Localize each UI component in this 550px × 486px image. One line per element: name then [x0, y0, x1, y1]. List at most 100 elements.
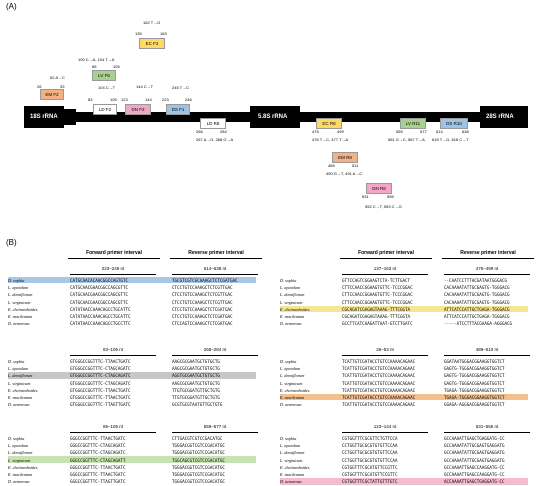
reverse-sequence: GAGTG-TGGGACGGAAGGTGGTCT: [444, 366, 505, 372]
reverse-sequence: GCGTGCGTAATGTTGCTGTG: [172, 402, 223, 408]
forward-sequence: CGTGGTTTCGCTATTGTTTGTC: [342, 479, 398, 485]
primer-ds-f1-mut: 245 T→C: [172, 85, 190, 90]
reverse-sequence: TGGGACGGTCGTCCGACATGC: [172, 450, 225, 456]
right-fwd-header: Forward primer interval: [358, 250, 414, 256]
reverse-sequence: CTCCAGTCCAAAGCTCTCGATGAC: [172, 321, 233, 327]
right-rev-header: Reverse primer interval: [460, 250, 516, 256]
forward-sequence: GTGGGCCGGTTTC-CTAGCAGATC: [70, 380, 131, 386]
forward-sequence: CGTGGTTTCGCGTTCTGTTCCA: [342, 436, 398, 441]
left-fwd-header-line: [68, 258, 160, 259]
primer-dn-f2-start: 123: [121, 97, 128, 102]
forward-sequence: GGGCCGGTTTC-TTAACTGATC: [70, 464, 126, 470]
forward-sequence: CATGCAACACAACGGCCAGTGTC: [70, 278, 128, 283]
forward-sequence: CATATAACCAAACAGCCTGCATTC: [70, 306, 131, 312]
species-name: E. cheiranthoides: [8, 387, 38, 393]
reverse-range-label: 266–284 nt: [203, 347, 227, 352]
forward-sequence: GGGCCGGTTTC-TTAACTGATC: [70, 472, 126, 477]
forward-sequence: GCCTTCATCAAGATTAAT-GTCTTGATC: [342, 321, 413, 327]
primer-ld-r8-start: 266: [196, 129, 203, 134]
reverse-sequence: AAGCGCGAATGCTGTGCTG: [172, 366, 220, 372]
reverse-sequence: ATTCATCCATTGCTGAGA-TGGGACG: [444, 314, 510, 319]
primer-ld-r8-box: LD R8: [200, 118, 226, 129]
forward-range-line: [70, 274, 156, 275]
species-name: E. cheiranthoides: [280, 464, 310, 470]
forward-sequence: TCATTGTCGATACCTGTCCAAAACAGAAC: [342, 373, 416, 379]
species-name: E. macilentum: [8, 472, 33, 477]
species-name: L. densiflorum: [280, 292, 305, 298]
reverse-sequence: AAGCGCGAATGCTGTGCTG: [172, 359, 220, 364]
reverse-sequence: GCCAAAATATTGCGAGTGAGGATG: [444, 443, 505, 449]
species-name: L. densiflorum: [8, 450, 33, 456]
reverse-sequence: ACCAAAATTGAGCTGAGGATG-CC: [444, 479, 505, 485]
primer-ld-f2-start: 83: [88, 97, 93, 102]
reverse-range-line: [444, 274, 530, 275]
forward-sequence: CTTCCAACCGGAAGTGTTC-TCCCGGAC: [342, 299, 413, 305]
species-name: L. densiflorum: [280, 373, 305, 379]
species-name: L. apetalum: [8, 366, 29, 372]
reverse-sequence: TGAGA-TGGGACGGAAGGTGGTCT: [444, 387, 505, 393]
forward-sequence: GGGCCGGTTTC-TTAGTTGATC: [70, 479, 126, 485]
left-rev-header: Reverse primer interval: [188, 250, 244, 256]
panel-label-b: (B): [6, 238, 17, 247]
primer-dn-f2-mut: 144 C→T: [136, 84, 154, 89]
forward-sequence: GTGGGCCGGTTTC-CTAGCAGATC: [70, 366, 131, 372]
primer-ld-f2-mut: 104 C→T: [98, 85, 116, 90]
primer-dn-f2-box: DN F2: [125, 104, 151, 115]
left-fwd-header: Forward primer interval: [86, 250, 142, 256]
highlight-band: [280, 478, 528, 485]
reverse-sequence: GCCAAAATTGAGCCAAGGATG-CC: [444, 464, 505, 470]
species-name: E. cheiranthoides: [8, 464, 38, 470]
primer-em-r8-end: 511: [352, 163, 359, 168]
species-name: D. sophia: [8, 359, 25, 364]
species-name: E. macilentum: [280, 395, 305, 400]
reverse-sequence: AGGTGCGAATGCTGTGCTG: [172, 373, 220, 379]
reverse-sequence: TGCGTCGTCGCAAAGCTCTCGATGAC: [172, 278, 238, 283]
forward-sequence: GGGCCGGTTTC-CTAGCAGATC: [70, 443, 126, 449]
forward-sequence: GTGGGCCGGTTTC-TTAGTTGATC: [70, 402, 131, 408]
reverse-sequence: CTCCTGTCCAAAGCTCTCGATGAC: [172, 314, 233, 319]
forward-sequence: GGGCCGGTTTC-CTAGCAGATT: [70, 457, 126, 463]
forward-sequence: GGGCCGGTTTC-CTAGCAGATC: [70, 450, 126, 456]
species-name: L. apetalum: [280, 366, 301, 372]
primer-em-f2-box: EM F2: [40, 89, 64, 100]
forward-range-line: [70, 432, 156, 433]
reverse-sequence: AAGCGCGAATGCTGTGCTG: [172, 380, 220, 386]
primer-lv-r11-start: 559: [396, 129, 403, 134]
rrna-58s-label: 5.8S rRNA: [258, 114, 288, 120]
right-fwd-header-line: [340, 258, 432, 259]
primer-ld-f2-end: 105: [110, 97, 117, 102]
highlight-band: [8, 276, 256, 284]
reverse-sequence: CTTGACGTCGTCCGACATGC: [172, 436, 223, 441]
forward-sequence: CCTGGTTGCGCGTGTGTTCCAA: [342, 450, 398, 456]
species-name: L. virginicum: [280, 380, 303, 386]
species-name: L. virginicum: [8, 380, 31, 386]
reverse-sequence: -----ATCCTTTACGAAGA-AGGGACG: [444, 321, 513, 327]
primer-lv-f6-end: 105: [113, 64, 120, 69]
forward-range-label: 123–144 nt: [373, 424, 397, 429]
species-name: L. densiflorum: [8, 373, 33, 379]
rrna-18s-label-top: 18S rRNA: [30, 114, 58, 120]
primer-ec-f2-mut: 162 T→G: [143, 20, 161, 25]
reverse-sequence: TTGTGCGGATGTTGCTGTG: [172, 395, 220, 400]
reverse-sequence: TGGGACGGTCGTCCGACATGC: [172, 443, 225, 449]
reverse-sequence: GGAGA-AGGGACGGAAGGTGGTCT: [444, 402, 505, 408]
species-name: D. nemorosa: [280, 479, 302, 485]
reverse-range-label: 614–638 nt: [203, 266, 227, 271]
primer-ld-r8-mut: 267 A→G, 268 G→A: [196, 137, 234, 142]
primer-lv-f6-box: LV F6: [92, 70, 116, 81]
forward-sequence: TCATTGTCGATACCTGTCCAAAACAGAAC: [342, 366, 416, 372]
forward-range-line: [342, 355, 428, 356]
reverse-range-label: 475–499 nt: [475, 266, 499, 271]
reverse-range-line: [172, 432, 258, 433]
forward-range-line: [342, 274, 428, 275]
forward-sequence: CCTGGTTGCGCGTGTGTTCCAA: [342, 443, 398, 449]
reverse-sequence: CACAAAATATTGCGAGTG-TGGGACG: [444, 292, 510, 298]
reverse-sequence: GAGTG-TGGGACGGAAGGTGGTCT: [444, 373, 505, 379]
species-name: D. sophia: [8, 278, 25, 283]
rrna-58s-box: [250, 106, 300, 128]
forward-sequence: CTTCCAACCGGAAGTGTTC-TCCCGGAC: [342, 292, 413, 298]
reverse-sequence: GCCAAAATATTGCGAGTGAGGATG: [444, 450, 505, 456]
primer-ld-f2-box: LD F2: [93, 104, 117, 115]
reverse-sequence: CTCCTGTCCAAAGCTCTCGATGAC: [172, 306, 233, 312]
reverse-sequence: GGATAATGGGACGGAAGGTGGTCT: [444, 359, 505, 364]
